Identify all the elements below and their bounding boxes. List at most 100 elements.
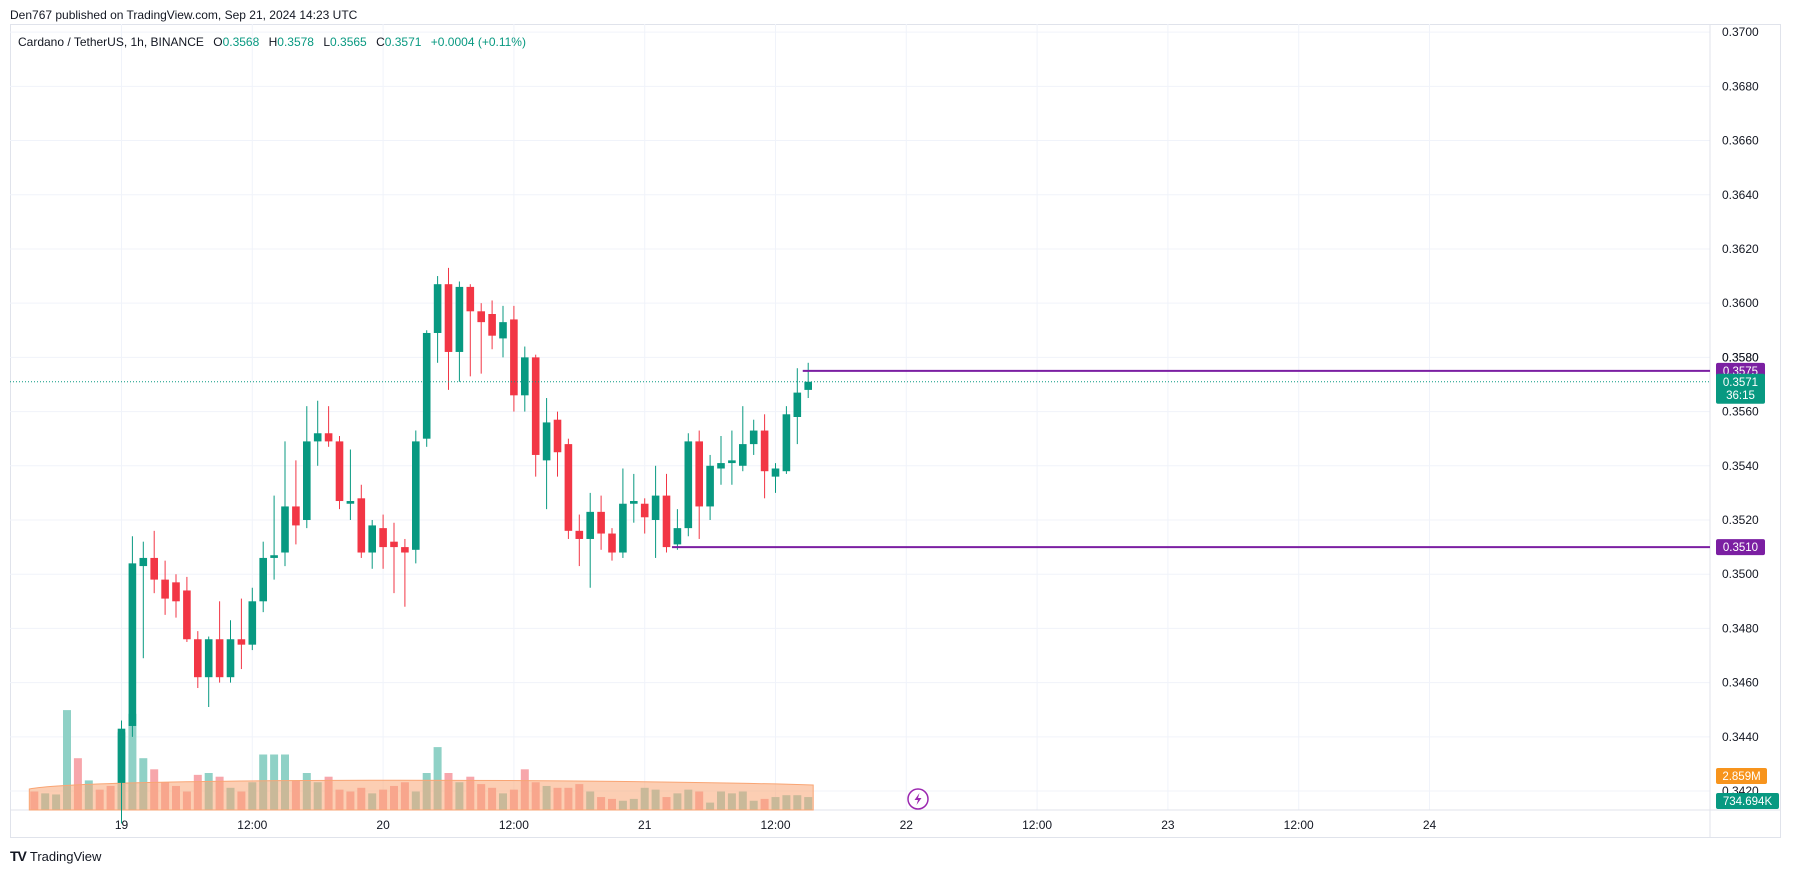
low-label: L [323,35,331,49]
candle-body [444,284,453,352]
y-axis-tick-label: 0.3620 [1722,242,1759,256]
y-axis-tick-label: 0.3600 [1722,296,1759,310]
candle-body [586,511,594,539]
candle-body [477,311,485,323]
candle-body [455,286,464,352]
candle-body [684,441,693,529]
y-axis-tick-label: 0.3560 [1722,405,1759,419]
candle-body [553,419,562,453]
candle-body [771,468,780,477]
volume-last-badge [1716,793,1779,809]
close-value: 0.3571 [384,35,422,49]
y-axis-tick-label: 0.3540 [1722,459,1759,473]
candle-body [640,503,649,518]
candle-body [422,332,431,439]
candle-body [760,430,769,472]
candle-body [597,511,605,534]
y-axis-tick-label: 0.3580 [1722,350,1759,364]
volume-bar [128,713,137,810]
published-by-text: Den767 published on TradingView.com, Sep… [10,8,358,22]
candle-body [139,557,148,567]
candle-body [226,639,235,678]
level-price-badge [1716,539,1765,556]
candle-body [782,414,791,472]
y-axis-tick-label: 0.3660 [1722,134,1759,148]
y-axis-tick-label: 0.3700 [1722,25,1759,39]
candle-body [728,460,736,464]
y-axis-tick-label: 0.3680 [1722,79,1759,93]
level-price-label: 0.3510 [1723,542,1758,554]
volume-last-label: 734.694K [1723,796,1773,808]
y-axis-tick-label: 0.3500 [1722,567,1759,581]
tradingview-brand[interactable]: TV TradingView [10,848,101,864]
x-axis-tick-label: 12:00 [760,818,790,832]
candle-body [608,533,616,553]
volume-ma-area [28,779,814,811]
candle-body [499,322,507,339]
close-label: C [376,35,385,49]
candle-body [804,381,812,390]
y-axis-tick-label: 0.3580 [1722,350,1759,364]
candle-body [259,557,267,602]
candle-body [521,357,529,396]
x-axis-tick-label: 24 [1423,818,1437,832]
last-price-label: 0.3571 [1723,377,1758,389]
candle-body [673,528,682,545]
candle-body [335,441,344,502]
candle-body [542,422,551,461]
ohlc-legend: Cardano / TetherUS, 1h, BINANCE O0.3568 … [18,35,526,49]
y-axis-tick-label: 0.3440 [1722,730,1759,744]
candle-body [128,563,137,726]
candle-body [488,314,496,336]
volume-bar [73,758,82,810]
x-axis-tick-label: 22 [900,818,914,832]
candle-body [150,557,158,580]
x-axis-tick-label: 19 [115,818,129,832]
candle-body [412,441,420,550]
candle-body [531,357,540,455]
low-value: 0.3565 [330,35,367,49]
candle-body [510,319,518,396]
open-label: O [213,35,223,49]
candle-body [433,284,442,333]
candle-body [303,441,311,520]
open-value: 0.3568 [222,35,260,49]
y-axis-tick-label: 0.3520 [1722,513,1759,527]
volume-bar [63,710,71,810]
candle-body [346,501,355,504]
candle-body [324,433,333,442]
chart-frame [10,24,1781,838]
candle-body [651,495,660,520]
candle-body [717,463,725,469]
candle-body [695,441,703,507]
volume-ma-badge [1716,768,1767,784]
flash-icon-glyph [914,793,922,805]
high-label: H [268,35,278,49]
candle-body [172,582,180,602]
y-axis-tick-label: 0.3460 [1722,676,1759,690]
candle-body [281,506,289,553]
volume-ma-label: 2.859M [1722,771,1760,783]
candle-body [270,555,278,558]
x-axis-tick-label: 12:00 [237,818,267,832]
candle-body [662,495,671,548]
x-axis-tick-label: 12:00 [1284,818,1314,832]
candle-body [575,530,584,539]
last-price-badge [1716,373,1765,404]
x-axis-tick-label: 23 [1161,818,1175,832]
x-axis-tick-label: 12:00 [499,818,529,832]
candle-body [390,541,398,548]
candle-body [183,590,191,640]
candle-body [215,639,224,678]
candle-body [619,503,627,553]
volume-bar [433,747,442,810]
candle-body [466,286,475,312]
tradingview-logo-icon: TV [10,848,27,864]
x-axis-tick-label: 12:00 [1022,818,1052,832]
candle-body [161,579,169,599]
candle-body [248,601,257,645]
candle-body [739,444,747,466]
x-axis-tick-label: 20 [376,818,390,832]
candle-body [706,465,714,507]
